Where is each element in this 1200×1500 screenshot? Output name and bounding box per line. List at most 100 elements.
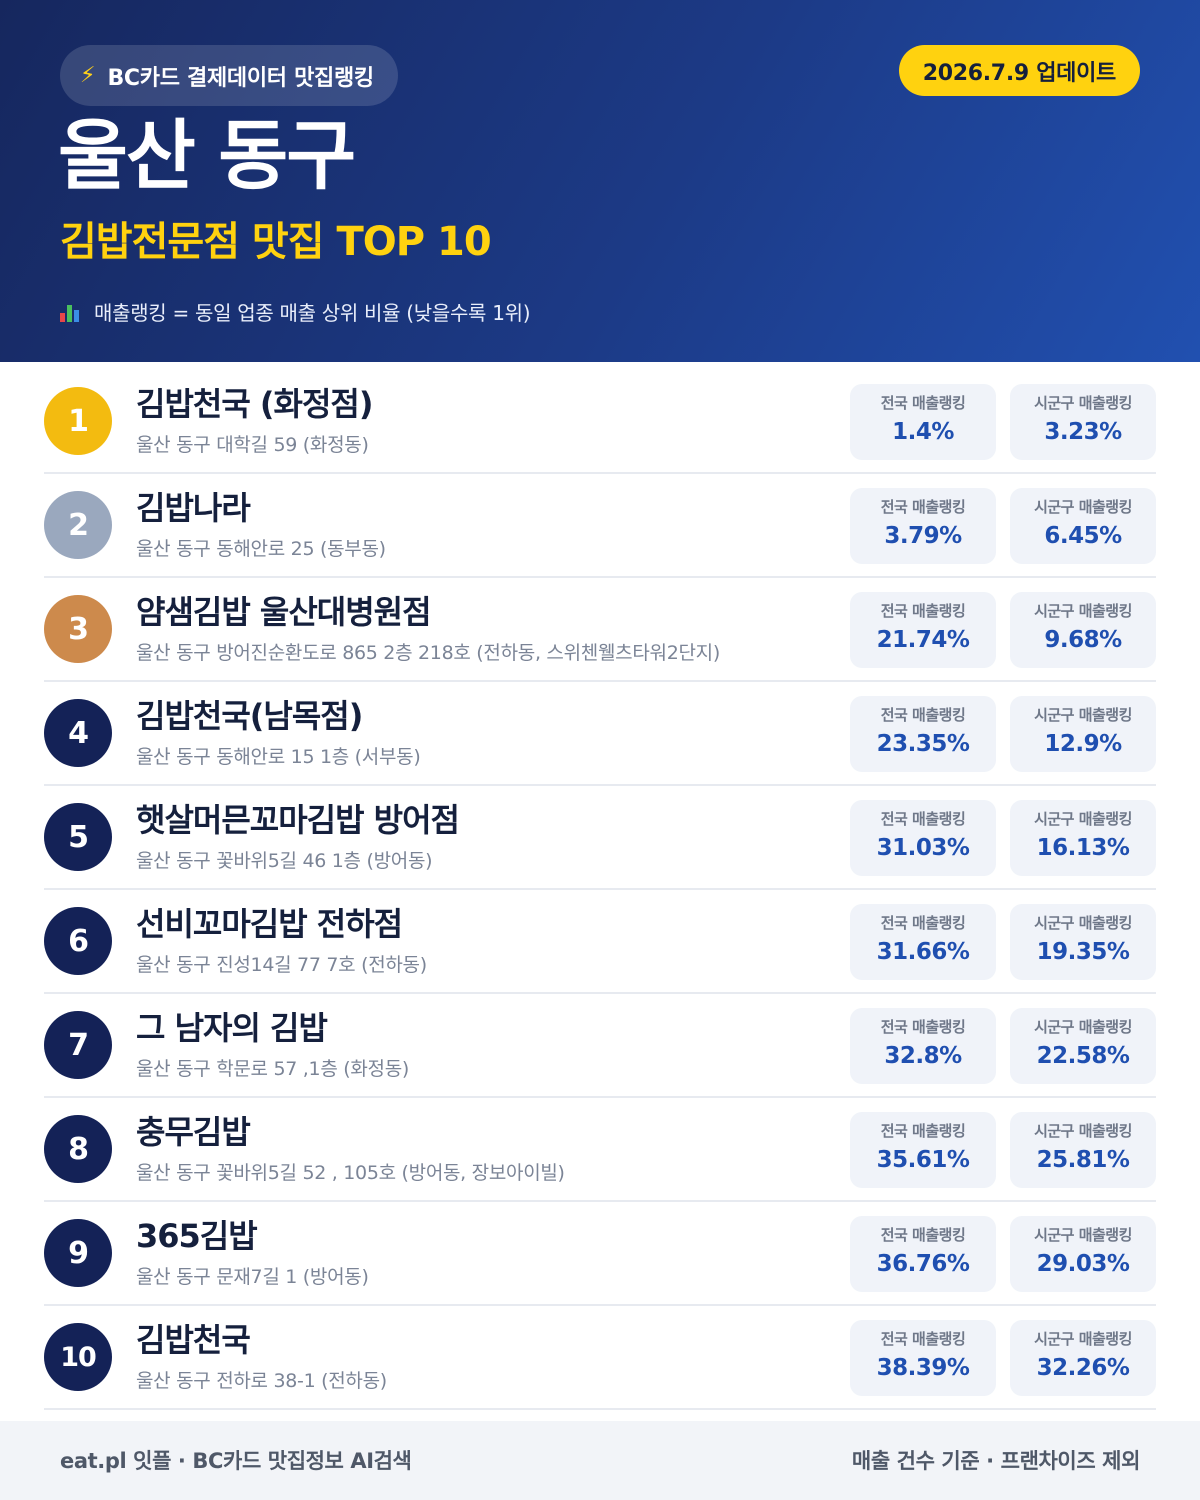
district-ranking-value: 32.26%: [1036, 1355, 1130, 1381]
district-ranking-label: 시군구 매출랭킹: [1034, 602, 1132, 620]
footer-criteria: 매출 건수 기준 · 프랜차이즈 제외: [851, 1449, 1140, 1473]
national-ranking-label: 전국 매출랭킹: [880, 1122, 966, 1140]
ranking-note-text: 매출랭킹 = 동일 업종 매출 상위 비율 (낮을수록 1위): [94, 301, 531, 325]
rank-badge: 1: [44, 387, 112, 455]
national-ranking-value: 21.74%: [876, 627, 970, 653]
national-ranking-label: 전국 매출랭킹: [880, 914, 966, 932]
list-item[interactable]: 7 그 남자의 김밥 울산 동구 학문로 57 ,1층 (화정동) 전국 매출랭킹 32…: [44, 994, 1156, 1098]
restaurant-name: 365김밥: [136, 1217, 258, 1255]
footer-source: eat.pl 잇플 · BC카드 맛집정보 AI검색: [60, 1449, 412, 1473]
source-badge: ⚡ BC카드 결제데이터 맛집랭킹: [60, 45, 398, 106]
district-ranking-label: 시군구 매출랭킹: [1034, 498, 1132, 516]
district-ranking-label: 시군구 매출랭킹: [1034, 914, 1132, 932]
restaurant-address: 울산 동구 문재7길 1 (방어동): [136, 1266, 369, 1288]
district-ranking-card: 시군구 매출랭킹 12.9%: [1010, 696, 1156, 772]
national-ranking-label: 전국 매출랭킹: [880, 1330, 966, 1348]
national-ranking-label: 전국 매출랭킹: [880, 810, 966, 828]
national-ranking-value: 38.39%: [876, 1355, 970, 1381]
national-ranking-value: 32.8%: [884, 1043, 962, 1069]
restaurant-address: 울산 동구 꽃바위5길 46 1층 (방어동): [136, 850, 433, 872]
national-ranking-card: 전국 매출랭킹 32.8%: [850, 1008, 996, 1084]
national-ranking-card: 전국 매출랭킹 31.03%: [850, 800, 996, 876]
district-ranking-label: 시군구 매출랭킹: [1034, 1330, 1132, 1348]
district-ranking-label: 시군구 매출랭킹: [1034, 394, 1132, 412]
restaurant-address: 울산 동구 진성14길 77 7호 (전하동): [136, 954, 427, 976]
footer: eat.pl 잇플 · BC카드 맛집정보 AI검색 매출 건수 기준 · 프랜…: [0, 1421, 1200, 1500]
list-item[interactable]: 4 김밥천국(남목점) 울산 동구 동해안로 15 1층 (서부동) 전국 매출랭킹 2…: [44, 682, 1156, 786]
national-ranking-card: 전국 매출랭킹 3.79%: [850, 488, 996, 564]
district-ranking-value: 29.03%: [1036, 1251, 1130, 1277]
national-ranking-card: 전국 매출랭킹 38.39%: [850, 1320, 996, 1396]
national-ranking-card: 전국 매출랭킹 21.74%: [850, 592, 996, 668]
national-ranking-value: 1.4%: [892, 419, 954, 445]
rank-badge: 3: [44, 595, 112, 663]
restaurant-name: 김밥천국: [136, 1321, 251, 1359]
district-ranking-value: 19.35%: [1036, 939, 1130, 965]
rank-badge: 5: [44, 803, 112, 871]
rank-badge: 4: [44, 699, 112, 767]
rank-badge: 8: [44, 1115, 112, 1183]
district-ranking-card: 시군구 매출랭킹 32.26%: [1010, 1320, 1156, 1396]
restaurant-name: 충무김밥: [136, 1113, 251, 1151]
restaurant-name: 햇살머믄꼬마김밥 방어점: [136, 801, 460, 839]
district-ranking-value: 6.45%: [1044, 523, 1122, 549]
restaurant-address: 울산 동구 꽃바위5길 52 , 105호 (방어동, 장보아이빌): [136, 1162, 565, 1184]
district-ranking-card: 시군구 매출랭킹 3.23%: [1010, 384, 1156, 460]
district-ranking-card: 시군구 매출랭킹 6.45%: [1010, 488, 1156, 564]
district-ranking-label: 시군구 매출랭킹: [1034, 1226, 1132, 1244]
list-item[interactable]: 10 김밥천국 울산 동구 전하로 38-1 (전하동) 전국 매출랭킹 38.39% 시…: [44, 1306, 1156, 1410]
restaurant-name: 김밥천국(남목점): [136, 697, 363, 735]
district-ranking-value: 16.13%: [1036, 835, 1130, 861]
rank-badge: 9: [44, 1219, 112, 1287]
restaurant-list: 1 김밥천국 (화정점) 울산 동구 대학길 59 (화정동) 전국 매출랭킹 1.4%…: [44, 370, 1156, 1410]
restaurant-name: 얌샘김밥 울산대병원점: [136, 593, 432, 631]
national-ranking-label: 전국 매출랭킹: [880, 602, 966, 620]
national-ranking-value: 36.76%: [876, 1251, 970, 1277]
national-ranking-value: 23.35%: [876, 731, 970, 757]
lightning-bolt-icon: ⚡: [80, 62, 96, 88]
restaurant-name: 김밥나라: [136, 489, 251, 527]
national-ranking-label: 전국 매출랭킹: [880, 394, 966, 412]
page-title: 울산 동구: [58, 111, 356, 200]
list-item[interactable]: 1 김밥천국 (화정점) 울산 동구 대학길 59 (화정동) 전국 매출랭킹 1.4%…: [44, 370, 1156, 474]
restaurant-address: 울산 동구 방어진순환도로 865 2층 218호 (전하동, 스위첸웰츠타워2…: [136, 642, 720, 664]
district-ranking-value: 22.58%: [1036, 1043, 1130, 1069]
district-ranking-value: 12.9%: [1044, 731, 1122, 757]
district-ranking-label: 시군구 매출랭킹: [1034, 706, 1132, 724]
restaurant-address: 울산 동구 대학길 59 (화정동): [136, 434, 369, 456]
district-ranking-card: 시군구 매출랭킹 9.68%: [1010, 592, 1156, 668]
bar-chart-icon: [60, 302, 82, 322]
national-ranking-card: 전국 매출랭킹 35.61%: [850, 1112, 996, 1188]
restaurant-address: 울산 동구 전하로 38-1 (전하동): [136, 1370, 387, 1392]
district-ranking-value: 9.68%: [1044, 627, 1122, 653]
page-subtitle: 김밥전문점 맛집 TOP 10: [60, 219, 492, 265]
national-ranking-card: 전국 매출랭킹 31.66%: [850, 904, 996, 980]
national-ranking-value: 3.79%: [884, 523, 962, 549]
national-ranking-card: 전국 매출랭킹 36.76%: [850, 1216, 996, 1292]
restaurant-address: 울산 동구 학문로 57 ,1층 (화정동): [136, 1058, 410, 1080]
national-ranking-value: 31.03%: [876, 835, 970, 861]
restaurant-address: 울산 동구 동해안로 15 1층 (서부동): [136, 746, 421, 768]
national-ranking-label: 전국 매출랭킹: [880, 498, 966, 516]
national-ranking-label: 전국 매출랭킹: [880, 1018, 966, 1036]
rank-badge: 2: [44, 491, 112, 559]
district-ranking-card: 시군구 매출랭킹 29.03%: [1010, 1216, 1156, 1292]
district-ranking-value: 25.81%: [1036, 1147, 1130, 1173]
national-ranking-label: 전국 매출랭킹: [880, 706, 966, 724]
district-ranking-card: 시군구 매출랭킹 25.81%: [1010, 1112, 1156, 1188]
national-ranking-label: 전국 매출랭킹: [880, 1226, 966, 1244]
restaurant-name: 그 남자의 김밥: [136, 1009, 328, 1047]
national-ranking-card: 전국 매출랭킹 23.35%: [850, 696, 996, 772]
list-item[interactable]: 6 선비꼬마김밥 전하점 울산 동구 진성14길 77 7호 (전하동) 전국 매출랭…: [44, 890, 1156, 994]
district-ranking-card: 시군구 매출랭킹 16.13%: [1010, 800, 1156, 876]
national-ranking-value: 35.61%: [876, 1147, 970, 1173]
national-ranking-card: 전국 매출랭킹 1.4%: [850, 384, 996, 460]
restaurant-address: 울산 동구 동해안로 25 (동부동): [136, 538, 386, 560]
update-date-badge: 2026.7.9 업데이트: [898, 45, 1140, 96]
national-ranking-value: 31.66%: [876, 939, 970, 965]
